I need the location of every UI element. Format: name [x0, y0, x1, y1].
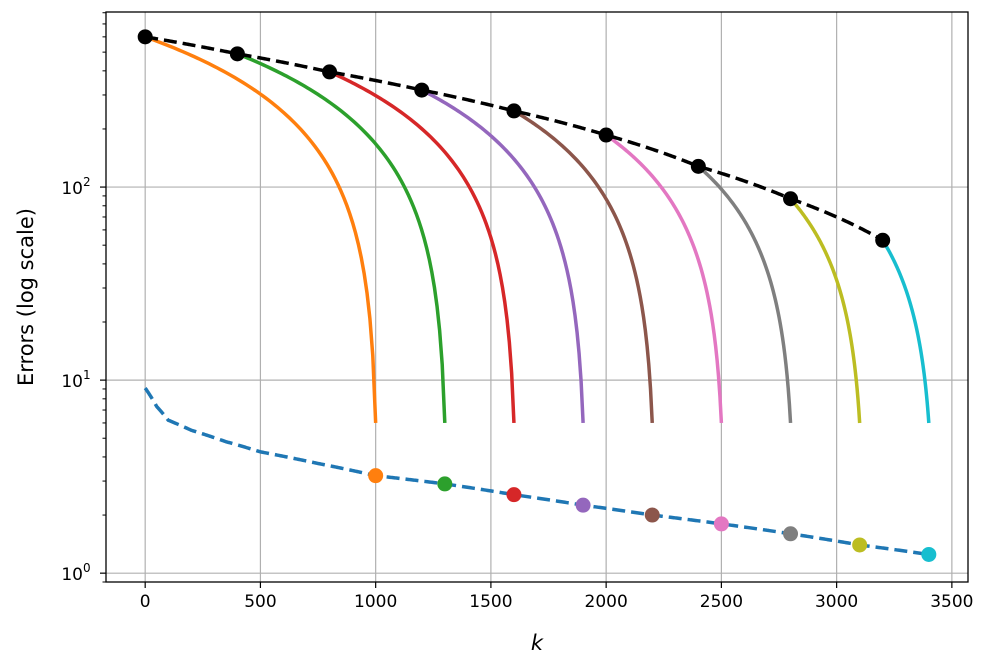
x-tick-label: 3500: [930, 592, 973, 612]
series-line: [143, 386, 930, 557]
series-line: [236, 52, 447, 424]
x-tick-label: 2500: [700, 592, 743, 612]
y-tick-label: 100: [61, 561, 90, 585]
series-line: [605, 133, 724, 424]
series-marker: [414, 82, 430, 98]
x-tick-label: 500: [244, 592, 276, 612]
y-tick-label: 102: [61, 175, 90, 199]
colored-marker: [921, 546, 937, 562]
series-marker: [690, 158, 706, 174]
series-line: [328, 70, 516, 424]
x-tick-label: 3000: [815, 592, 858, 612]
series-marker: [137, 29, 153, 45]
x-tick-label: 1500: [469, 592, 512, 612]
x-axis-label: k: [531, 631, 544, 655]
colored-marker: [368, 468, 384, 484]
x-tick-label: 2000: [585, 592, 628, 612]
series-group: [143, 35, 931, 557]
series-marker: [506, 103, 522, 119]
y-tick-label: 101: [61, 368, 90, 392]
series-marker: [322, 64, 338, 80]
colored-marker: [852, 537, 868, 553]
series-marker: [598, 127, 614, 143]
x-tick-label: 1000: [354, 592, 397, 612]
colored-marker: [644, 507, 660, 523]
series-marker: [875, 232, 891, 248]
colored-marker: [437, 476, 453, 492]
series-marker: [783, 191, 799, 207]
x-tick-label: 0: [140, 592, 151, 612]
colored-marker: [783, 526, 799, 542]
plot-frame: [105, 11, 969, 583]
series-line: [881, 239, 931, 424]
colored-marker: [713, 516, 729, 532]
colored-marker: [575, 497, 591, 513]
markers-group: [137, 29, 937, 562]
y-axis-label: Errors (log scale): [14, 208, 38, 386]
grid: [106, 12, 968, 582]
y-axis: 100 101 102: [61, 12, 106, 585]
series-line: [144, 35, 378, 424]
series-line: [420, 88, 585, 424]
series-line: [144, 35, 884, 242]
series-line: [697, 165, 793, 424]
series-line: [789, 197, 862, 424]
series-marker: [229, 46, 245, 62]
x-axis: 0 500 1000 1500 2000 2500 3000 3500: [140, 582, 973, 612]
series-line: [513, 109, 654, 424]
colored-marker: [506, 487, 522, 503]
